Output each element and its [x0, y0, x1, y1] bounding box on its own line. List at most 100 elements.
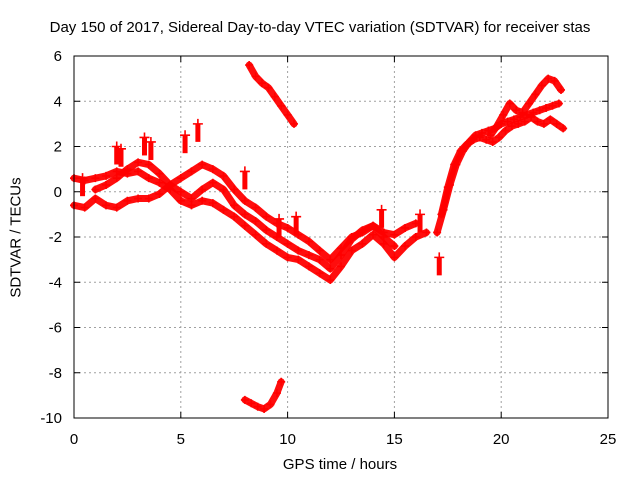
- data-point: [134, 158, 143, 167]
- data-point: [495, 133, 504, 142]
- chart-title: Day 150 of 2017, Sidereal Day-to-day VTE…: [49, 19, 591, 36]
- data-point: [390, 242, 399, 251]
- data-point: [512, 106, 521, 115]
- data-point: [550, 76, 559, 85]
- data-point: [482, 135, 491, 144]
- data-point: [251, 230, 260, 239]
- data-point: [208, 178, 217, 187]
- data-point: [503, 117, 512, 126]
- data-point: [456, 147, 465, 156]
- data-point: [337, 251, 345, 260]
- data-point: [187, 167, 196, 176]
- data-point: [251, 72, 260, 81]
- data-point: [304, 237, 313, 246]
- data-point: [102, 171, 111, 180]
- series-layer: [70, 61, 568, 413]
- y-axis-label: SDTVAR / TECUs: [7, 177, 25, 298]
- data-point: [315, 246, 324, 255]
- data-point: [291, 211, 302, 222]
- x-tick-label: 0: [70, 431, 78, 448]
- data-point: [358, 226, 367, 235]
- data-point: [283, 239, 292, 248]
- data-point: [123, 196, 132, 205]
- x-tick-label: 25: [600, 431, 617, 448]
- x-tick-label: 15: [386, 431, 403, 448]
- data-point: [240, 221, 249, 230]
- data-point: [527, 113, 536, 122]
- series-spikes: [77, 118, 445, 276]
- data-point: [91, 185, 100, 194]
- data-point: [501, 126, 510, 135]
- series-track-c: [91, 158, 399, 273]
- y-tick-label: -8: [49, 365, 62, 382]
- data-point: [514, 119, 523, 128]
- data-point: [115, 143, 126, 154]
- data-point: [145, 136, 156, 147]
- data-point: [437, 210, 446, 219]
- data-point: [240, 210, 249, 219]
- data-point: [347, 246, 356, 255]
- x-axis-label: GPS time / hours: [282, 456, 398, 473]
- data-point: [535, 106, 544, 115]
- data-point: [262, 226, 271, 235]
- x-tick-label: 5: [177, 431, 185, 448]
- data-point: [390, 253, 399, 262]
- series-trace: [241, 378, 285, 413]
- data-point: [266, 400, 275, 409]
- data-point: [433, 228, 442, 237]
- data-point: [401, 242, 410, 251]
- data-point: [123, 165, 132, 174]
- x-tick-label: 20: [493, 431, 510, 448]
- data-point: [304, 262, 313, 271]
- data-point: [369, 221, 378, 230]
- data-point: [272, 246, 281, 255]
- data-point: [326, 264, 335, 273]
- series-track-g: [245, 61, 299, 128]
- data-point: [294, 255, 303, 264]
- data-point: [369, 230, 378, 239]
- data-point: [274, 213, 285, 224]
- data-point: [475, 133, 484, 142]
- data-point: [264, 83, 273, 92]
- y-tick-label: 6: [54, 48, 62, 65]
- data-point: [492, 122, 501, 131]
- data-point: [554, 99, 563, 108]
- data-point: [176, 196, 185, 205]
- data-point: [208, 199, 217, 208]
- data-point: [240, 196, 249, 205]
- data-point: [505, 99, 514, 108]
- data-point: [443, 183, 452, 192]
- data-point: [230, 212, 239, 221]
- data-point: [240, 395, 249, 404]
- data-point: [507, 122, 516, 131]
- data-point: [401, 223, 410, 232]
- data-point: [488, 137, 497, 146]
- data-point: [315, 269, 324, 278]
- data-point: [262, 212, 271, 221]
- data-point: [257, 79, 266, 88]
- data-point: [198, 185, 207, 194]
- data-point: [548, 101, 557, 110]
- data-point: [450, 160, 459, 169]
- data-point: [499, 110, 508, 119]
- series-trace: [245, 61, 298, 128]
- data-point: [187, 201, 196, 210]
- data-point: [434, 252, 445, 263]
- series-track-e: [437, 113, 568, 219]
- data-point: [198, 196, 207, 205]
- data-point: [198, 160, 207, 169]
- data-point: [77, 173, 88, 184]
- y-tick-label: 0: [54, 184, 62, 201]
- data-point: [463, 140, 472, 149]
- data-point: [239, 166, 250, 177]
- series-trace: [70, 167, 430, 284]
- data-point: [272, 389, 281, 398]
- y-tick-label: -10: [40, 410, 62, 427]
- data-point: [422, 228, 431, 237]
- data-point: [192, 118, 203, 129]
- data-point: [208, 165, 217, 174]
- data-point: [245, 61, 254, 70]
- data-point: [155, 190, 164, 199]
- y-tick-label: 2: [54, 139, 62, 156]
